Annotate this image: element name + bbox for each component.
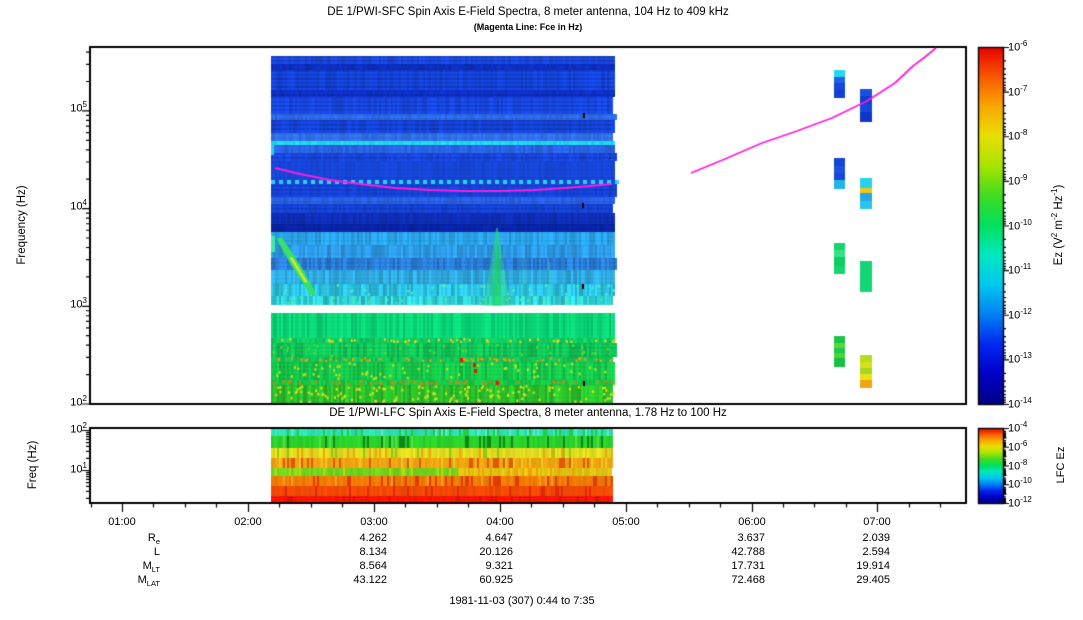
- ephemeris-row-label: Re: [147, 532, 160, 547]
- sfc-y-tick-label: 104: [70, 198, 87, 213]
- ephemeris-row-label: L: [153, 546, 160, 558]
- ephemeris-value: 2.039: [862, 532, 890, 544]
- sfc-title: DE 1/PWI-SFC Spin Axis E-Field Spectra, …: [327, 6, 729, 18]
- sfc-colorbar-tick-label: 10-11: [1008, 262, 1032, 277]
- x-tick-label: 06:00: [738, 516, 766, 528]
- lfc-colorbar-tick-label: 10-10: [1008, 476, 1032, 491]
- ephemeris-value: 4.262: [359, 532, 387, 544]
- ephemeris-value: 2.594: [862, 546, 890, 558]
- sfc-colorbar-label: Ez (V2 m-2 Hz-1): [1050, 184, 1065, 266]
- sfc-y-axis-label: Frequency (Hz): [15, 185, 28, 265]
- x-tick-label: 05:00: [612, 516, 640, 528]
- lfc-colorbar-tick-label: 10-6: [1008, 439, 1028, 454]
- ephemeris-value: 60.925: [479, 574, 513, 586]
- lfc-y-tick-label: 102: [70, 421, 87, 436]
- ephemeris-value: 17.731: [731, 560, 765, 572]
- lfc-y-axis-label: Freq (Hz): [26, 440, 39, 490]
- ephemeris-value: 29.405: [856, 574, 890, 586]
- ephemeris-value: 9.321: [485, 560, 513, 572]
- ephemeris-value: 4.647: [485, 532, 513, 544]
- sfc-colorbar-tick-label: 10-7: [1008, 84, 1028, 99]
- sfc-colorbar-tick-label: 10-13: [1008, 351, 1032, 366]
- lfc-colorbar-tick-label: 10-4: [1008, 420, 1028, 435]
- footer-date-range: 1981-11-03 (307) 0:44 to 7:35: [449, 595, 595, 607]
- ephemeris-row-label: MLT: [142, 560, 160, 575]
- sfc-colorbar-tick-label: 10-10: [1008, 218, 1032, 233]
- lfc-y-tick-label: 101: [70, 461, 87, 476]
- sfc-colorbar-tick-label: 10-6: [1008, 39, 1028, 54]
- sfc-y-tick-label: 102: [70, 394, 87, 409]
- lfc-colorbar-tick-label: 10-8: [1008, 458, 1028, 473]
- ephemeris-row-label: MLAT: [137, 574, 160, 589]
- lfc-title: DE 1/PWI-LFC Spin Axis E-Field Spectra, …: [329, 407, 727, 419]
- ephemeris-value: 43.122: [353, 574, 387, 586]
- sfc-colorbar-tick-label: 10-14: [1008, 396, 1032, 411]
- ephemeris-value: 72.468: [731, 574, 765, 586]
- sfc-colorbar-tick-label: 10-12: [1008, 307, 1032, 322]
- sfc-subtitle: (Magenta Line: Fce in Hz): [473, 22, 583, 32]
- sfc-y-tick-label: 103: [70, 296, 87, 311]
- x-tick-label: 03:00: [360, 516, 388, 528]
- x-tick-label: 07:00: [863, 516, 891, 528]
- lfc-colorbar-tick-label: 10-12: [1008, 495, 1032, 510]
- x-tick-label: 04:00: [486, 516, 514, 528]
- ephemeris-value: 8.134: [359, 546, 387, 558]
- ephemeris-value: 42.788: [731, 546, 765, 558]
- sfc-y-tick-label: 105: [70, 100, 87, 115]
- ephemeris-value: 8.564: [359, 560, 387, 572]
- sfc-colorbar-tick-label: 10-8: [1008, 128, 1028, 143]
- x-tick-label: 02:00: [234, 516, 262, 528]
- x-tick-label: 01:00: [108, 516, 136, 528]
- ephemeris-value: 20.126: [479, 546, 513, 558]
- ephemeris-value: 3.637: [737, 532, 765, 544]
- ephemeris-value: 19.914: [856, 560, 890, 572]
- sfc-colorbar-tick-label: 10-9: [1008, 173, 1028, 188]
- lfc-colorbar-label: LFC Ez: [1055, 446, 1068, 484]
